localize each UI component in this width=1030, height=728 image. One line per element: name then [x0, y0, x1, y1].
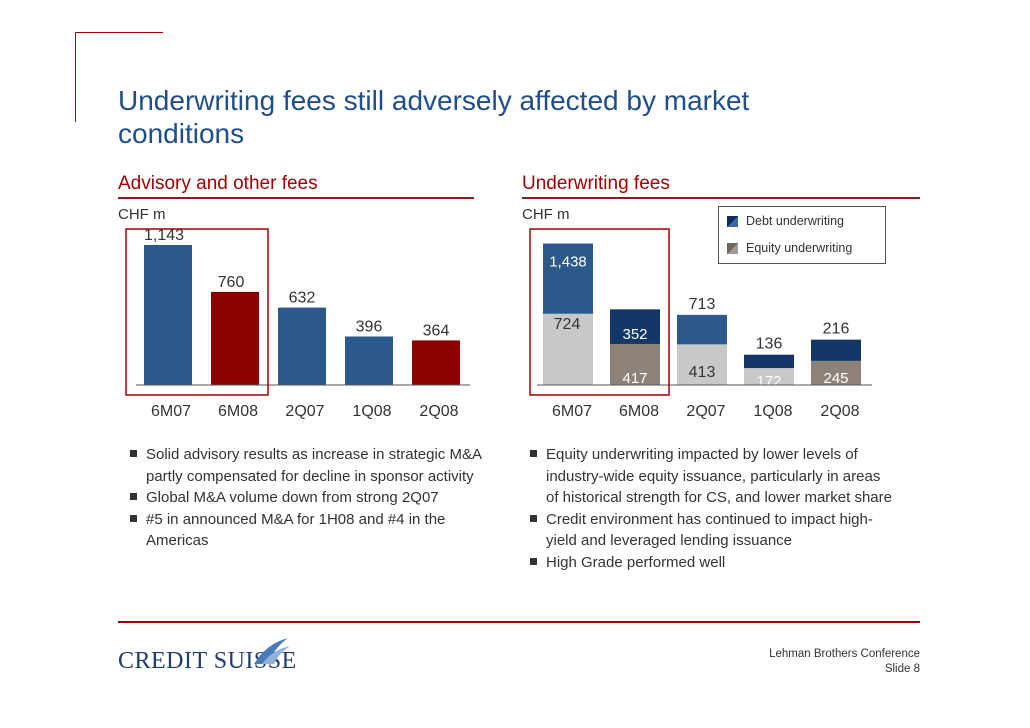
credit-suisse-logo: CREDIT SUISSE — [118, 636, 296, 676]
advisory-bar-1Q08 — [345, 336, 393, 385]
total-value-label-6M07: 1,438 — [549, 254, 587, 271]
equity-bar-2Q07 — [677, 344, 727, 385]
equity-value-label-1Q08: 172 — [756, 373, 781, 390]
underwriting-tick-1Q08: 1Q08 — [753, 403, 792, 420]
right-section-heading: Underwriting fees — [522, 173, 670, 194]
underwriting-tick-6M07: 6M07 — [552, 403, 592, 420]
advisory-tick-6M08: 6M08 — [218, 403, 258, 420]
right-bullet-2: Credit environment has continued to impa… — [528, 509, 893, 552]
advisory-value-label-6M08: 760 — [218, 274, 245, 291]
legend-debt: Debt underwriting — [727, 214, 844, 228]
debt-bar-2Q07 — [677, 314, 727, 345]
right-section-rule — [522, 197, 920, 199]
legend-equity: Equity underwriting — [727, 241, 852, 255]
debt-bar-6M08 — [610, 309, 660, 344]
right-bullet-3: High Grade performed well — [528, 552, 893, 574]
advisory-tick-2Q08: 2Q08 — [419, 403, 458, 420]
charts-canvas: 1,143 6M07 760 6M08 632 2Q07 396 1Q08 364 2Q08 724… — [125, 227, 872, 420]
equity-value-label-2Q07: 413 — [689, 364, 716, 381]
equity-bar-2Q08 — [811, 360, 861, 385]
advisory-tick-1Q08: 1Q08 — [352, 403, 391, 420]
chart-legend: Debt underwriting Equity underwriting — [718, 206, 886, 264]
sails-icon — [254, 638, 290, 664]
advisory-bar-6M07 — [144, 244, 192, 385]
right-unit-label: CHF m — [522, 206, 570, 223]
decorative-line-vertical — [75, 32, 76, 122]
footer-slide-number: Slide 8 — [884, 663, 920, 675]
equity-bar-6M08 — [610, 343, 660, 385]
debt-bar-1Q08 — [744, 354, 794, 369]
underwriting-tick-2Q07: 2Q07 — [686, 403, 725, 420]
left-section-heading: Advisory and other fees — [118, 173, 318, 194]
left-bullet-1: Solid advisory results as increase in st… — [128, 444, 488, 487]
underwriting-highlight-box — [529, 228, 670, 396]
advisory-bar-2Q07 — [278, 307, 326, 385]
footer-rule — [118, 621, 920, 623]
advisory-tick-2Q07: 2Q07 — [285, 403, 324, 420]
slide-title: Underwriting fees still adversely affect… — [118, 85, 750, 149]
debt-value-label-2Q08: 216 — [823, 321, 850, 338]
equity-value-label-2Q08: 245 — [823, 370, 848, 387]
equity-bar-1Q08 — [744, 368, 794, 385]
advisory-bar-2Q08 — [412, 340, 460, 385]
equity-value-label-6M08: 417 — [622, 370, 647, 387]
advisory-value-label-2Q07: 632 — [289, 290, 316, 307]
underwriting-tick-2Q08: 2Q08 — [820, 403, 859, 420]
advisory-bar-6M08 — [211, 291, 259, 385]
underwriting-tick-6M08: 6M08 — [619, 403, 659, 420]
advisory-value-label-6M07: 1,143 — [144, 227, 184, 244]
equity-bar-6M07 — [543, 313, 593, 385]
footer-conference: Lehman Brothers Conference — [769, 648, 920, 660]
left-bullet-3: #5 in announced M&A for 1H08 and #4 in t… — [128, 509, 488, 552]
left-bullet-list: Solid advisory results as increase in st… — [128, 444, 488, 552]
right-bullet-list: Equity underwriting impacted by lower le… — [528, 444, 893, 573]
advisory-highlight-box — [125, 228, 269, 396]
legend-equity-label: Equity underwriting — [746, 241, 853, 255]
right-bullet-1: Equity underwriting impacted by lower le… — [528, 444, 893, 509]
debt-value-label-6M08: 352 — [622, 326, 647, 343]
decorative-line-horizontal — [75, 32, 163, 33]
left-section-rule — [118, 197, 474, 199]
legend-debt-swatch — [727, 215, 738, 227]
debt-bar-2Q08 — [811, 339, 861, 361]
debt-value-label-1Q08: 136 — [756, 336, 783, 353]
legend-debt-label: Debt underwriting — [746, 214, 844, 228]
total-value-label-2Q07: 713 — [689, 296, 716, 313]
left-bullet-2: Global M&A volume down from strong 2Q07 — [128, 487, 488, 509]
equity-value-label-6M07: 724 — [554, 316, 581, 333]
advisory-value-label-1Q08: 396 — [356, 318, 383, 335]
debt-bar-6M07 — [543, 243, 593, 314]
legend-equity-swatch — [727, 242, 738, 254]
advisory-value-label-2Q08: 364 — [423, 322, 450, 339]
advisory-tick-6M07: 6M07 — [151, 403, 191, 420]
left-unit-label: CHF m — [118, 206, 166, 223]
